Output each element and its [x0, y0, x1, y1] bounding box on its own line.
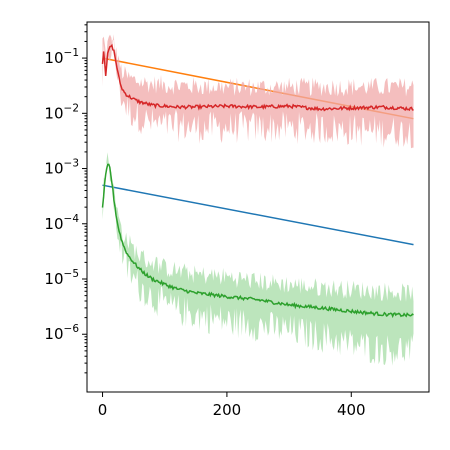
- series-2-line: [101, 43, 414, 112]
- x-tick-label-2: 400: [337, 401, 366, 419]
- series-2: [101, 34, 414, 149]
- x-tick-label-1: 200: [213, 401, 242, 419]
- y-tick-label-2: 10−3: [44, 158, 79, 178]
- series-3: [101, 152, 414, 366]
- y-axis: 10−1 10−2 10−3 10−4 10−5 10−6: [44, 24, 87, 374]
- series-1: [102, 184, 414, 246]
- plot-area: [101, 34, 414, 366]
- y-tick-label-1: 10−2: [44, 102, 79, 122]
- series-1-line: [102, 184, 414, 246]
- x-tick-label-0: 0: [98, 401, 108, 419]
- series-3-line: [101, 163, 414, 319]
- series-3-band: [102, 152, 414, 366]
- y-tick-label-0: 10−1: [44, 47, 79, 67]
- y-tick-label-5: 10−6: [44, 323, 79, 343]
- series-2-band: [102, 34, 414, 149]
- y-tick-label-3: 10−4: [44, 213, 79, 233]
- x-axis: 0 200 400: [98, 392, 366, 419]
- y-tick-label-4: 10−5: [44, 268, 79, 288]
